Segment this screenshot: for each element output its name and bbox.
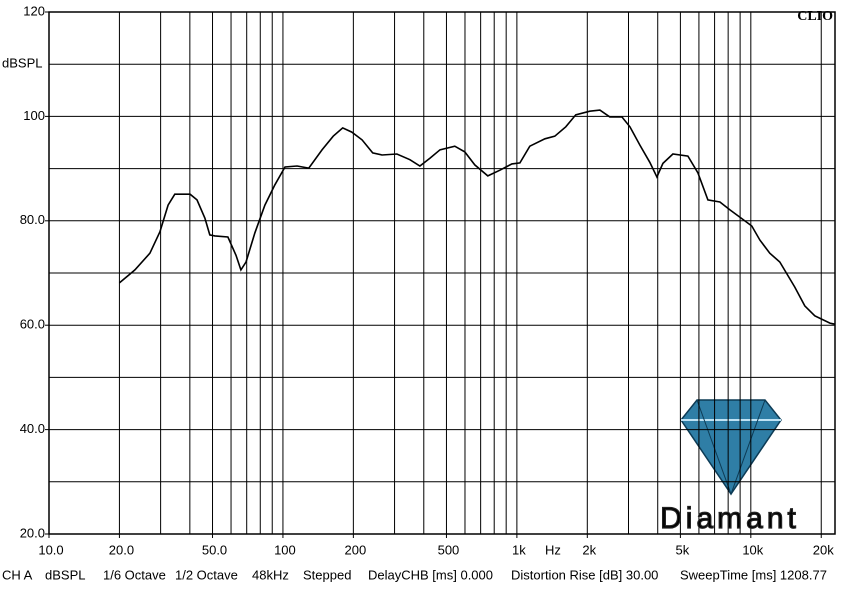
plot-frame	[48, 11, 836, 535]
x-axis-label: Hz	[545, 542, 561, 557]
x-tick-label: 10.0	[38, 542, 63, 557]
x-tick-label: 10k	[742, 542, 763, 557]
x-tick-label: 1k	[512, 542, 526, 557]
y-tick-label: 100	[23, 108, 45, 123]
x-tick-label: 20.0	[109, 542, 134, 557]
y-tick-label: 40.0	[20, 421, 45, 436]
footer-item: DelayCHB [ms] 0.000	[368, 567, 493, 582]
logo-facet	[696, 399, 766, 496]
footer-item: Stepped	[303, 567, 351, 582]
footer-item: CH A	[2, 567, 33, 582]
y-tick-label: 60.0	[20, 317, 45, 332]
x-tick-label: 200	[345, 542, 367, 557]
x-tick-label: 500	[438, 542, 460, 557]
y-tick-label: 20.0	[20, 525, 45, 540]
x-tick-label: 5k	[676, 542, 690, 557]
footer-item: 1/2 Octave	[175, 567, 238, 582]
x-tick-label: 50.0	[202, 542, 227, 557]
footer-item: Distortion Rise [dB] 30.00	[511, 567, 658, 582]
x-tick-label: 2k	[582, 542, 596, 557]
logo-text: Diamant	[660, 502, 800, 535]
footer-item: 1/6 Octave	[103, 567, 166, 582]
footer-item: dBSPL	[45, 567, 85, 582]
brand: CLIO	[797, 9, 833, 24]
footer-item: SweepTime [ms] 1208.77	[680, 567, 827, 582]
y-axis-label: dBSPL	[2, 55, 42, 70]
x-tick-label: 20k	[813, 542, 834, 557]
x-tick-label: 100	[274, 542, 296, 557]
y-tick-label: 80.0	[20, 212, 45, 227]
y-tick-label: 120	[23, 3, 45, 18]
response-line	[118, 109, 835, 325]
logo	[680, 399, 782, 496]
footer-item: 48kHz	[252, 567, 289, 582]
